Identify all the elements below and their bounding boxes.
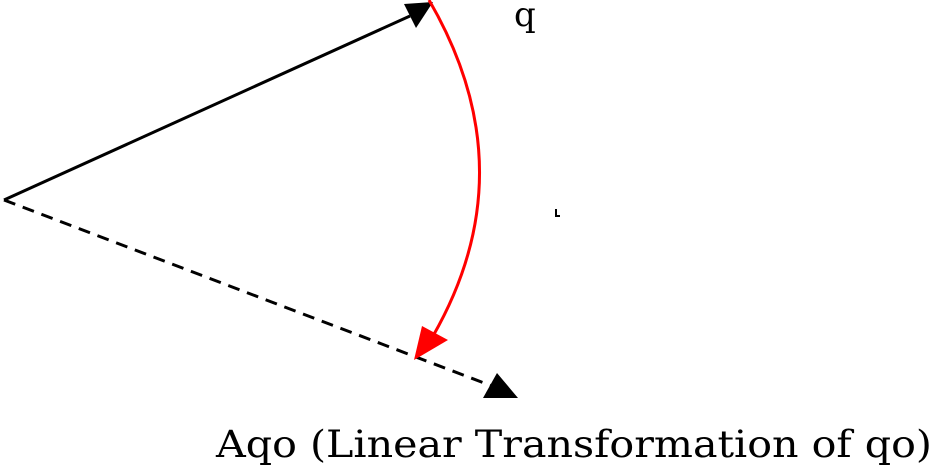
transformed-vector-line: [3, 198, 493, 388]
transformed-vector-arrowhead: [483, 373, 518, 398]
rotation-arc-arrowhead: [414, 326, 448, 360]
rotation-arc: [414, 0, 481, 360]
transformed-vector-label: Aqo (Linear Transformation of qo): [215, 423, 932, 466]
q-vector-label: q: [514, 0, 536, 35]
q-vector-line: [3, 14, 411, 202]
q-vector-arrowhead: [404, 2, 433, 28]
q-vector: [3, 2, 433, 202]
tick-mark: [555, 209, 560, 217]
transformed-vector: [3, 198, 518, 398]
rotation-arc-curve: [427, 0, 481, 337]
